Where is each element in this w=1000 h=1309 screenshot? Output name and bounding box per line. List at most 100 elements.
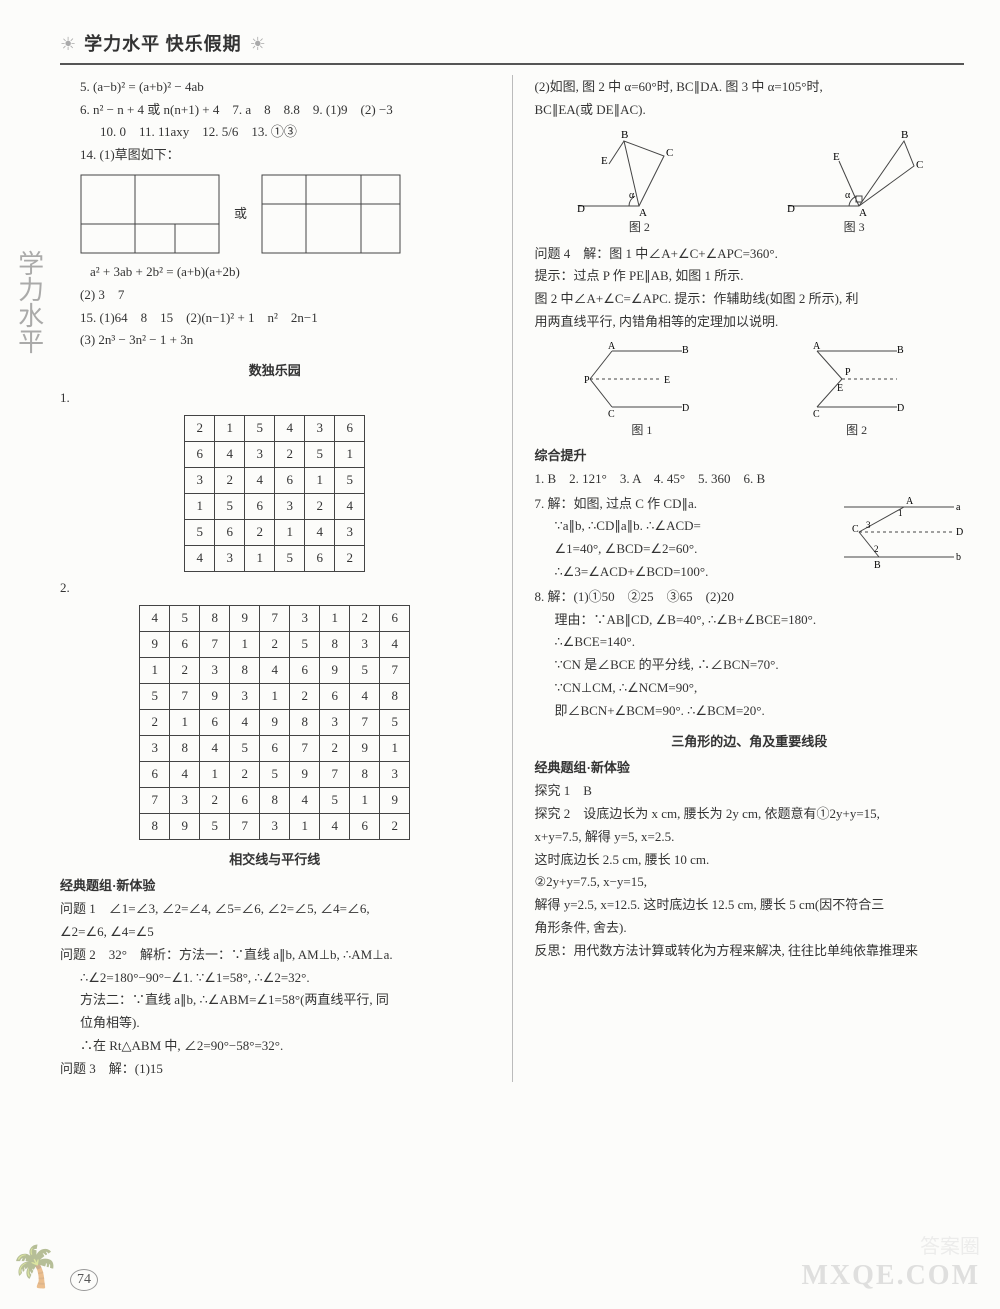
svg-text:2: 2 <box>874 544 879 554</box>
svg-text:1: 1 <box>898 508 903 518</box>
sudoku-cell: 6 <box>215 519 245 545</box>
sudoku-cell: 4 <box>275 415 305 441</box>
sudoku-cell: 7 <box>290 735 320 761</box>
sudoku-cell: 3 <box>380 761 410 787</box>
sudoku-cell: 6 <box>350 813 380 839</box>
sudoku-cell: 6 <box>305 545 335 571</box>
sudoku-cell: 8 <box>170 735 200 761</box>
jingdian2-label: 经典题组·新体验 <box>535 758 965 779</box>
fig1b-cell: A B P E C D 图 1 <box>582 339 702 440</box>
z8f: 即∠BCN+∠BCM=90°. ∴∠BCM=20°. <box>535 701 965 722</box>
side-label: 学力水平 <box>8 250 50 354</box>
sudoku-cell: 2 <box>230 761 260 787</box>
t1: 探究 1 B <box>535 781 965 802</box>
sudoku-cell: 6 <box>290 657 320 683</box>
svg-text:C: C <box>813 409 820 419</box>
sudoku-cell: 5 <box>350 657 380 683</box>
section-triangle: 三角形的边、角及重要线段 <box>535 732 965 753</box>
sudoku-cell: 3 <box>185 467 215 493</box>
sudoku-cell: 3 <box>170 787 200 813</box>
svg-text:A: A <box>859 207 867 216</box>
jingdian-label: 经典题组·新体验 <box>60 876 490 897</box>
z7: 7. 解：如图, 过点 C 作 CD∥a. <box>535 494 829 515</box>
z8d: ∵CN 是∠BCE 的平分线, ∴∠BCN=70°. <box>535 655 965 676</box>
item-15-3: (3) 2n³ − 3n² − 1 + 3n <box>60 330 490 351</box>
t2d: ②2y+y=7.5, x−y=15, <box>535 872 965 893</box>
z8c: ∴∠BCE=140°. <box>535 632 965 653</box>
sudoku-cell: 8 <box>140 813 170 839</box>
fig1b-caption: 图 1 <box>582 421 702 440</box>
svg-text:D: D <box>787 203 795 215</box>
svg-text:C: C <box>852 524 859 535</box>
sudoku-cell: 2 <box>320 735 350 761</box>
sudoku-cell: 1 <box>350 787 380 813</box>
svg-text:E: E <box>837 383 843 394</box>
sudoku-cell: 3 <box>290 605 320 631</box>
sudoku-cell: 4 <box>260 657 290 683</box>
sudoku-cell: 2 <box>185 415 215 441</box>
two-column-layout: 5. (a−b)² = (a+b)² − 4ab 6. n² − n + 4 或… <box>60 75 964 1082</box>
q2b: ∴∠2=180°−90°−∠1. ∵∠1=58°, ∴∠2=32°. <box>60 968 490 989</box>
sudoku-cell: 1 <box>170 709 200 735</box>
sudoku-cell: 3 <box>215 545 245 571</box>
sudoku-cell: 2 <box>215 467 245 493</box>
sudoku-cell: 5 <box>320 787 350 813</box>
sudoku-cell: 3 <box>305 415 335 441</box>
svg-text:b: b <box>956 552 961 563</box>
q4c: 图 2 中∠A+∠C=∠APC. 提示：作辅助线(如图 2 所示), 利 <box>535 289 965 310</box>
sudoku-cell: 7 <box>200 631 230 657</box>
sudoku-cell: 5 <box>275 545 305 571</box>
sudoku-9x9: 4589731269671258341238469575793126482164… <box>139 605 410 840</box>
svg-text:α: α <box>845 190 851 201</box>
svg-text:D: D <box>956 527 963 538</box>
item-5: 5. (a−b)² = (a+b)² − 4ab <box>60 77 490 98</box>
svg-text:B: B <box>901 129 908 141</box>
sudoku-cell: 1 <box>245 545 275 571</box>
sudoku-cell: 3 <box>200 657 230 683</box>
sudoku-cell: 5 <box>290 631 320 657</box>
sudoku-cell: 5 <box>305 441 335 467</box>
sudoku-cell: 7 <box>140 787 170 813</box>
svg-text:C: C <box>666 147 673 159</box>
t2b: x+y=7.5, 解得 y=5, x=2.5. <box>535 827 965 848</box>
svg-text:A: A <box>906 496 914 507</box>
sudoku-cell: 3 <box>140 735 170 761</box>
sudoku-cell: 9 <box>200 683 230 709</box>
fig2-cell: D A B C E α 图 2 <box>569 126 709 237</box>
sudoku-cell: 4 <box>170 761 200 787</box>
page-header: ☀ 学力水平 快乐假期 ☀ <box>60 30 964 65</box>
rect-diagram-1 <box>80 174 220 254</box>
z8e: ∵CN⊥CM, ∴∠NCM=90°, <box>535 678 965 699</box>
sudoku-cell: 4 <box>350 683 380 709</box>
sudoku-cell: 8 <box>350 761 380 787</box>
formula: a² + 3ab + 2b² = (a+b)(a+2b) <box>60 262 490 283</box>
page: 学力水平 🌴 ☀ 学力水平 快乐假期 ☀ 5. (a−b)² = (a+b)² … <box>0 0 1000 1309</box>
sudoku-cell: 1 <box>200 761 230 787</box>
sudoku-cell: 4 <box>140 605 170 631</box>
sudoku-cell: 8 <box>290 709 320 735</box>
sudoku-cell: 4 <box>380 631 410 657</box>
svg-text:P: P <box>845 367 851 378</box>
sudoku-cell: 9 <box>350 735 380 761</box>
item-15: 15. (1)64 8 15 (2)(n−1)² + 1 n² 2n−1 <box>60 308 490 329</box>
item-14-2: (2) 3 7 <box>60 285 490 306</box>
svg-text:A: A <box>813 341 821 352</box>
sudoku-cell: 3 <box>245 441 275 467</box>
sudoku-cell: 9 <box>230 605 260 631</box>
q4: 问题 4 解：图 1 中∠A+∠C+∠APC=360°. <box>535 244 965 265</box>
sudoku-cell: 5 <box>170 605 200 631</box>
fig-row-2: A B P E C D 图 1 <box>535 339 965 440</box>
svg-text:C: C <box>916 159 923 171</box>
sudoku-cell: 4 <box>230 709 260 735</box>
sudoku-cell: 3 <box>320 709 350 735</box>
sudoku-cell: 9 <box>260 709 290 735</box>
sudoku-6x6: 215436643251324615156324562143431562 <box>184 415 365 572</box>
fig2b-caption: 图 2 <box>797 421 917 440</box>
sudoku-cell: 6 <box>200 709 230 735</box>
svg-text:E: E <box>833 151 840 163</box>
sudoku-2-label: 2. <box>60 578 490 599</box>
sudoku-cell: 6 <box>275 467 305 493</box>
sudoku-cell: 9 <box>140 631 170 657</box>
svg-text:B: B <box>621 129 628 141</box>
svg-text:D: D <box>682 403 689 414</box>
